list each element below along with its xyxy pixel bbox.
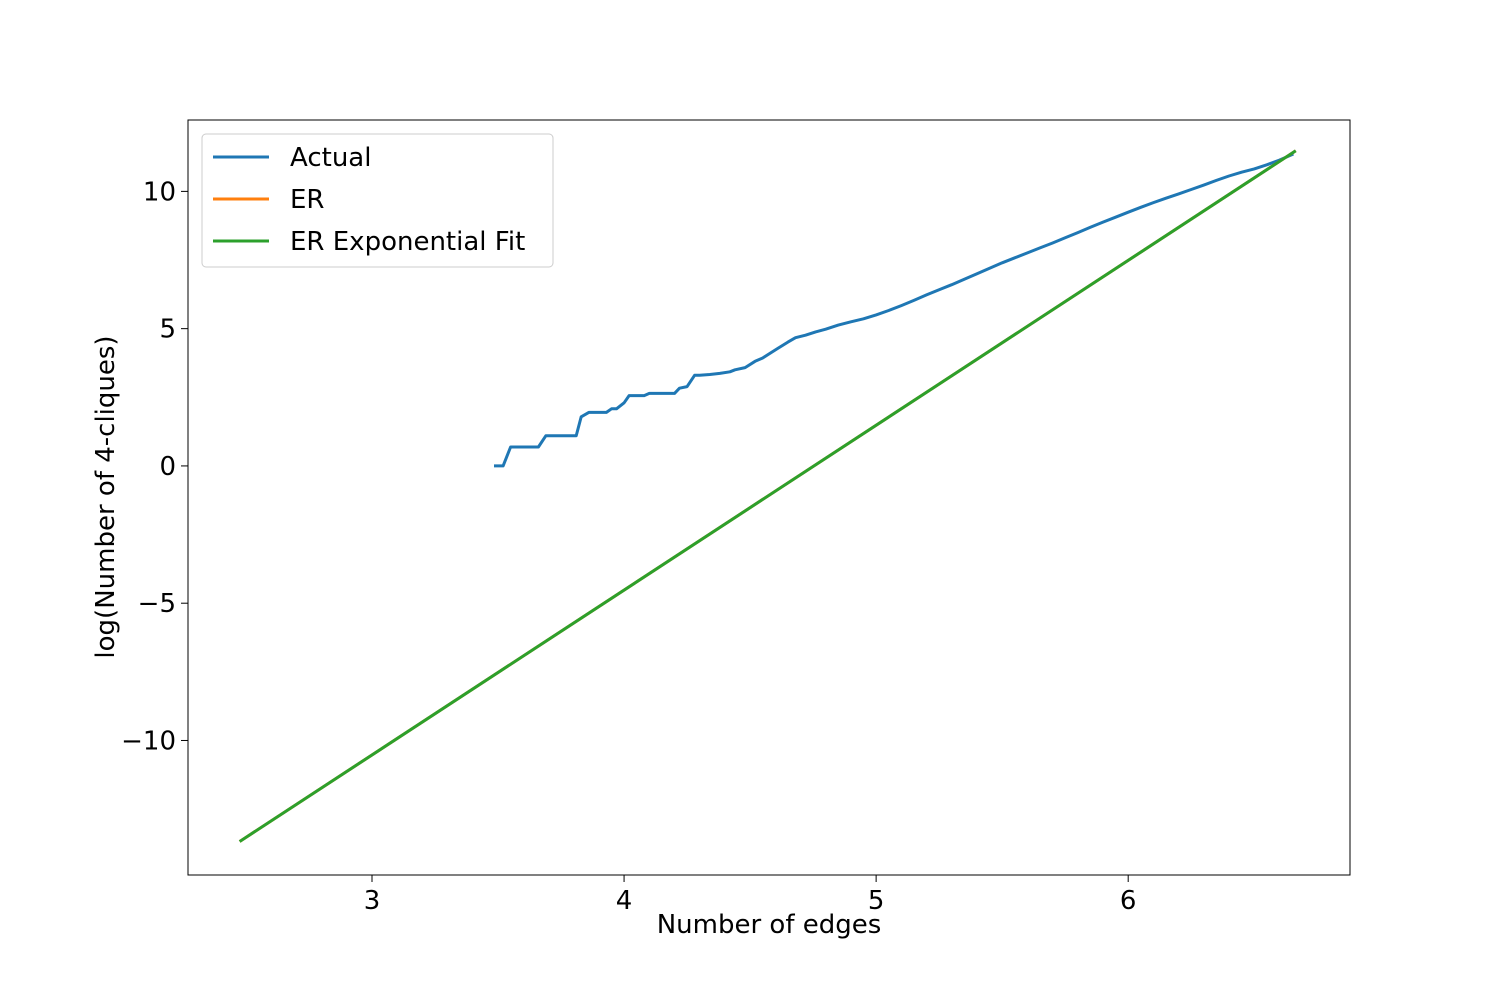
legend-label-er-exponential-fit: ER Exponential Fit bbox=[290, 227, 525, 257]
x-axis-ticks: 3 4 5 6 bbox=[364, 875, 1137, 916]
x-axis-label: Number of edges bbox=[657, 910, 882, 940]
y-tick-label: 10 bbox=[143, 177, 176, 207]
y-tick-label: 0 bbox=[159, 452, 176, 482]
y-tick-label: −10 bbox=[121, 726, 176, 756]
x-tick-label: 5 bbox=[868, 886, 885, 916]
plot-frame bbox=[187, 119, 1351, 876]
legend-label-actual: Actual bbox=[290, 143, 371, 173]
series-line-er-exponential-fit bbox=[238, 149, 1297, 843]
y-axis-label: log(Number of 4-cliques) bbox=[91, 335, 121, 658]
series-line-actual bbox=[494, 152, 1294, 468]
series-layer bbox=[238, 149, 1297, 843]
legend-label-er: ER bbox=[290, 185, 325, 215]
y-tick-label: 5 bbox=[159, 315, 176, 345]
y-axis-ticks: −10 −5 0 5 10 bbox=[121, 177, 188, 756]
x-tick-label: 3 bbox=[364, 886, 381, 916]
legend: Actual ER ER Exponential Fit bbox=[201, 133, 554, 268]
y-tick-label: −5 bbox=[138, 589, 176, 619]
x-tick-label: 6 bbox=[1120, 886, 1137, 916]
x-tick-label: 4 bbox=[616, 886, 633, 916]
legend-box bbox=[201, 133, 554, 268]
